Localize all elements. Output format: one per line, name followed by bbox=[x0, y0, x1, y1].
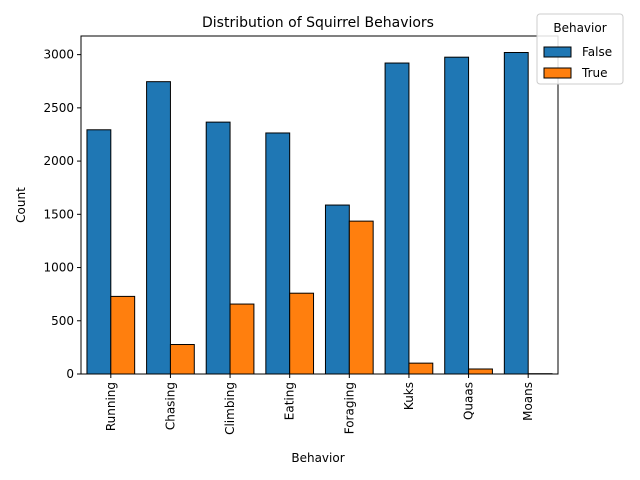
y-tick-label: 3000 bbox=[43, 48, 74, 62]
legend-label-false: False bbox=[582, 45, 612, 59]
legend-title: Behavior bbox=[553, 21, 606, 35]
x-axis-label: Behavior bbox=[291, 451, 344, 465]
y-axis: 0 500 1000 1500 2000 2500 3000 bbox=[43, 48, 81, 381]
bar-eating-false bbox=[265, 132, 291, 375]
x-tick-label: Foraging bbox=[342, 382, 356, 434]
x-tick-label: Running bbox=[104, 382, 118, 431]
y-tick-label: 2500 bbox=[43, 101, 74, 115]
legend-label-true: True bbox=[581, 66, 608, 80]
bar-kuks-false bbox=[384, 62, 410, 375]
y-axis-label: Count bbox=[14, 187, 28, 223]
bar-quaas-false bbox=[444, 56, 470, 375]
x-tick-label: Chasing bbox=[163, 382, 177, 430]
chart-title: Distribution of Squirrel Behaviors bbox=[202, 15, 434, 31]
x-tick-label: Quaas bbox=[462, 382, 476, 420]
bar-chasing-true bbox=[169, 344, 195, 375]
bar-eating-true bbox=[289, 292, 315, 375]
y-tick-label: 2000 bbox=[43, 154, 74, 168]
plot-area bbox=[86, 52, 553, 375]
x-axis: Running Chasing Climbing Eating Foraging Kuks… bbox=[104, 374, 535, 435]
x-tick-label: Climbing bbox=[223, 382, 237, 435]
legend-box bbox=[536, 13, 624, 85]
y-tick-label: 0 bbox=[66, 367, 74, 381]
bar-climbing-true bbox=[229, 303, 255, 375]
bar-foraging-false bbox=[324, 204, 350, 375]
y-tick-label: 1000 bbox=[43, 261, 74, 275]
y-tick-label: 500 bbox=[51, 314, 74, 328]
x-tick-label: Moans bbox=[521, 382, 535, 421]
x-tick-label: Kuks bbox=[402, 382, 416, 410]
legend-swatch-true bbox=[543, 67, 572, 79]
bar-foraging-true bbox=[348, 220, 374, 375]
bar-running-true bbox=[110, 295, 136, 375]
bar-quaas-true bbox=[468, 368, 493, 375]
legend: Behavior False True bbox=[536, 13, 624, 85]
bar-moans-false bbox=[503, 52, 529, 375]
bar-chasing-false bbox=[146, 81, 171, 375]
bar-kuks-true bbox=[408, 362, 434, 375]
bar-running-false bbox=[86, 129, 112, 375]
y-tick-label: 1500 bbox=[43, 207, 74, 221]
plot-frame bbox=[80, 35, 559, 375]
x-tick-label: Eating bbox=[283, 382, 297, 420]
bar-climbing-false bbox=[205, 121, 231, 375]
legend-swatch-false bbox=[543, 46, 572, 58]
